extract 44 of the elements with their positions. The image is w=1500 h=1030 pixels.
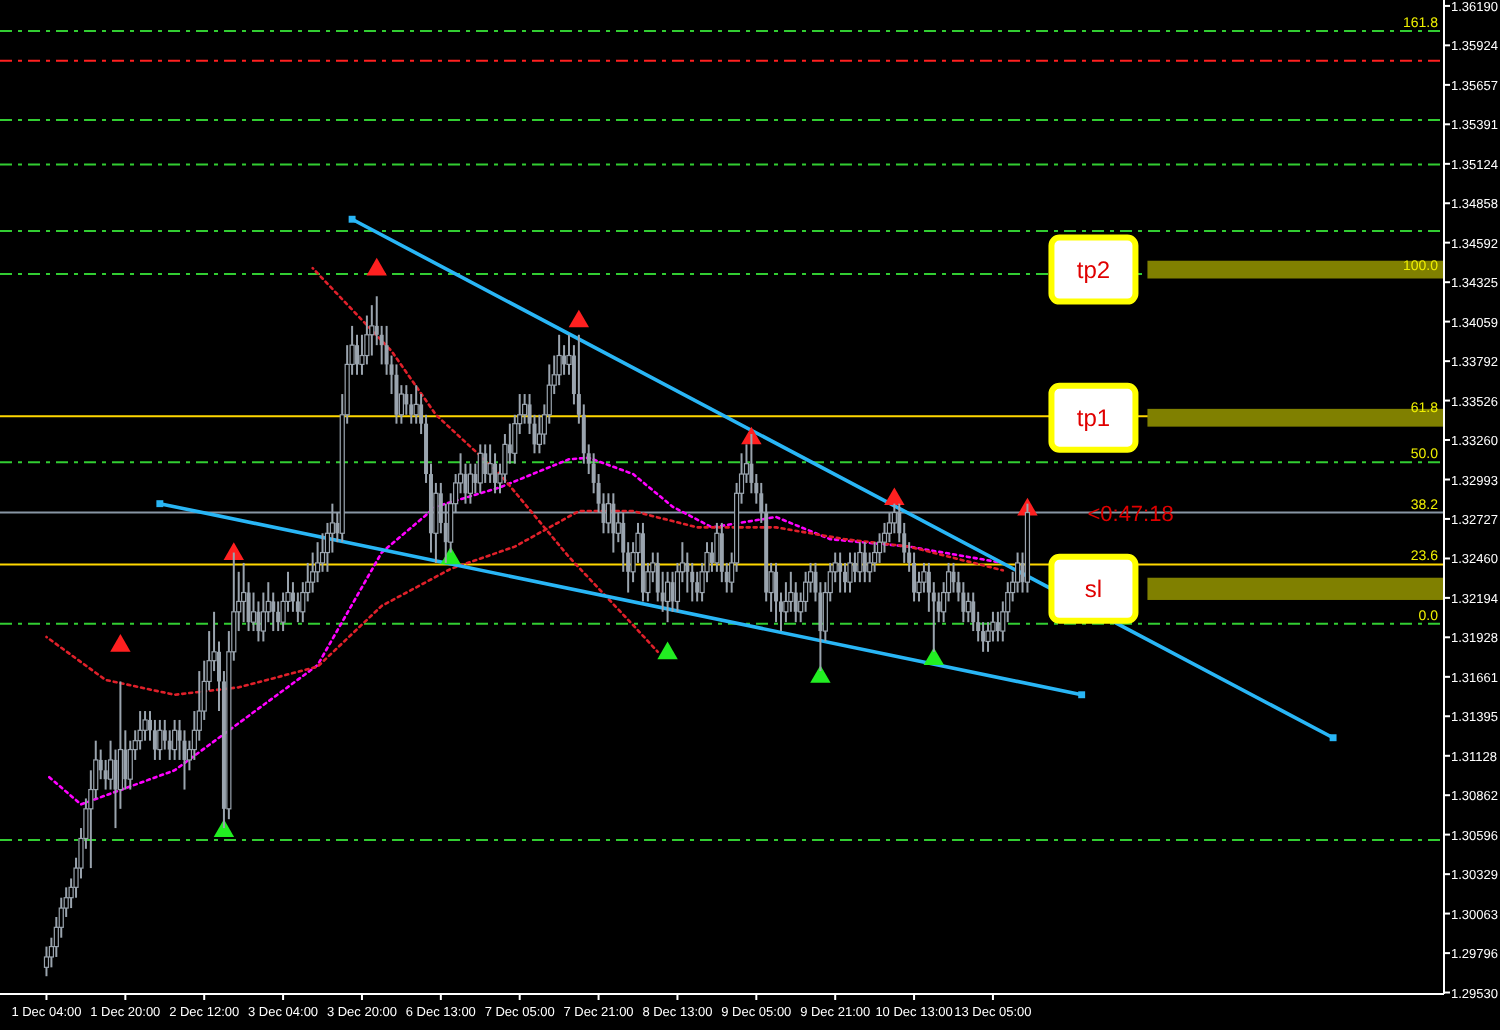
candlestick	[369, 304, 375, 357]
candlestick	[467, 462, 474, 505]
candlestick	[971, 591, 976, 633]
candlestick	[695, 570, 700, 603]
candlestick	[891, 502, 897, 535]
candlestick	[152, 718, 157, 761]
point	[366, 257, 387, 276]
candlestick	[404, 384, 409, 416]
candlestick	[172, 718, 178, 761]
candlestick	[355, 333, 360, 376]
point	[110, 634, 131, 652]
candlestick	[43, 945, 50, 978]
candlestick	[951, 561, 956, 594]
candlestick	[394, 363, 399, 425]
point	[568, 309, 590, 328]
candlestick	[241, 561, 247, 624]
candlestick	[847, 551, 853, 594]
point	[348, 215, 356, 223]
candlestick	[409, 393, 414, 425]
point	[884, 487, 905, 506]
candlestick	[493, 452, 498, 495]
candlestick	[774, 561, 779, 624]
candlestick	[142, 710, 148, 742]
candlestick	[838, 551, 843, 594]
band-label: sl	[1084, 574, 1103, 603]
point	[223, 542, 244, 560]
candlestick	[690, 561, 695, 603]
candlestick	[157, 718, 163, 761]
band-label: tp1	[1076, 403, 1111, 432]
candlestick	[256, 600, 261, 643]
point	[810, 665, 831, 683]
point	[213, 819, 235, 837]
candlestick	[477, 443, 483, 495]
band-label: tp2	[1076, 255, 1111, 284]
candlestick	[843, 561, 848, 594]
candlestick	[862, 541, 867, 584]
candlestick	[611, 492, 616, 554]
candlestick	[276, 600, 281, 633]
candlestick	[556, 333, 562, 387]
point	[657, 641, 678, 660]
candlestick	[664, 570, 671, 624]
candlestick	[857, 541, 863, 584]
point	[923, 647, 944, 666]
candlestick	[1014, 551, 1021, 594]
